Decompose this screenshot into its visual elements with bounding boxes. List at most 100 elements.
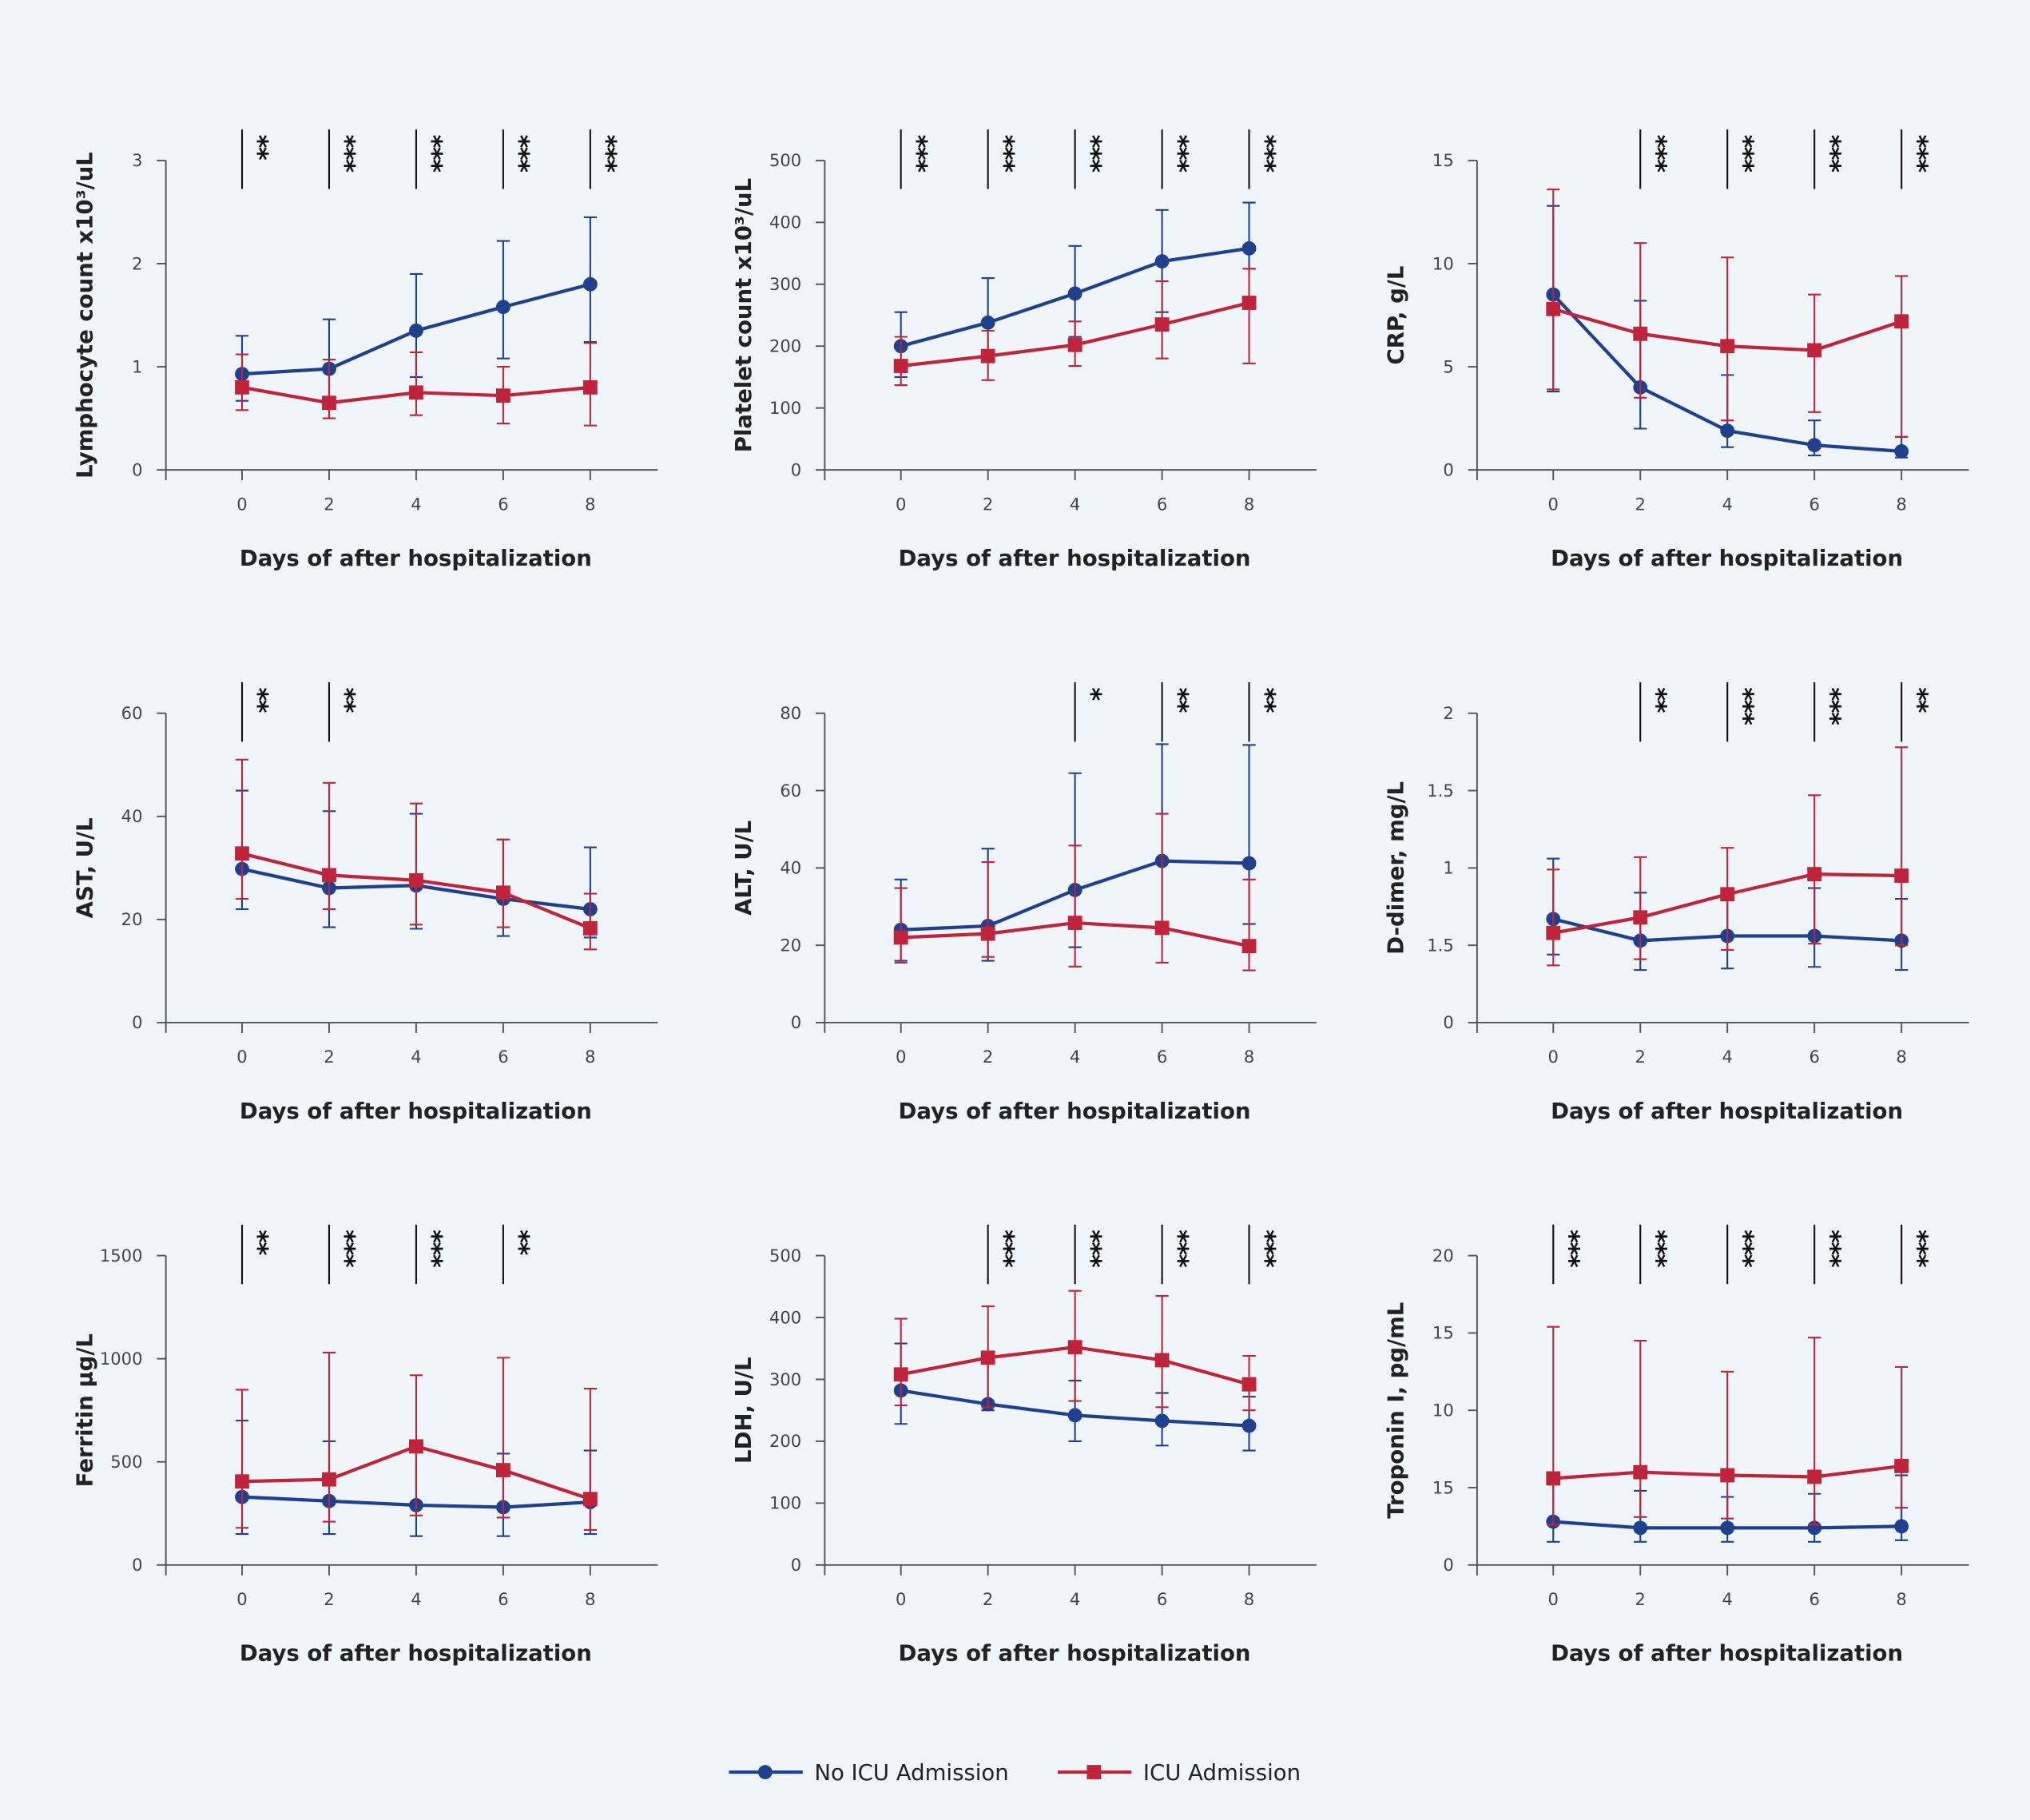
panel: 0 100 200 300 400 500 0 2 4 6 8 Days of after hospi… [731,129,1317,571]
y-tick-label: 20 [780,935,801,955]
y-tick-label: 200 [769,1431,801,1451]
error-bar [1155,1294,1169,1409]
marker [235,846,249,861]
x-tick-label: 2 [1635,1589,1646,1609]
significance-stars: *** [331,1230,361,1268]
marker [1720,887,1735,902]
x-tick-label: 0 [236,1589,247,1609]
x-tick-label: 6 [1809,1047,1819,1067]
x-axis-label: Days of after hospitalization [899,1099,1251,1124]
marker [1807,343,1822,358]
x-tick-label: 0 [1548,1047,1559,1067]
significance-stars: *** [1076,135,1106,173]
marker [980,315,995,330]
significance-stars: ** [1642,687,1672,713]
marker [495,1463,510,1477]
marker [1154,254,1170,269]
marker [1154,1413,1170,1429]
significance-stars: *** [1642,135,1672,173]
error-bar [1721,1370,1734,1520]
marker [1807,867,1822,881]
y-tick-label: 1 [132,356,142,376]
error-bar [894,887,908,964]
marker [1241,856,1257,871]
marker [1720,1520,1735,1536]
marker [1546,301,1561,316]
y-tick-label: 100 [769,1493,801,1513]
y-axis-label: Ferritin μg/L [72,1333,97,1487]
x-tick-label: 0 [896,1589,906,1609]
x-tick-label: 6 [498,1589,508,1609]
y-tick-label: 1.5 [1427,781,1453,801]
x-tick-label: 2 [324,494,334,514]
marker [1720,1468,1735,1483]
marker [1894,1458,1909,1473]
marker [1633,1464,1648,1480]
marker [322,1472,336,1487]
x-tick-label: 2 [1635,494,1646,514]
error-bar [981,861,995,958]
x-tick-label: 8 [1896,1589,1906,1609]
error-bar [409,351,423,416]
x-tick-label: 8 [1244,1047,1254,1067]
significance-stars: *** [1816,135,1846,173]
x-tick-label: 2 [324,1589,334,1609]
marker [495,300,510,315]
y-tick-label: 80 [780,703,801,723]
error-bar [1634,242,1647,399]
significance-stars: *** [902,135,932,173]
marker [1894,314,1909,329]
y-tick-label: 400 [769,213,801,232]
marker [1067,916,1083,930]
x-tick-label: 6 [1157,494,1167,514]
marker [1894,1519,1909,1534]
significance-stars: *** [1903,1230,1933,1268]
x-tick-label: 8 [1244,494,1254,514]
x-tick-label: 0 [236,494,247,514]
y-axis-label: AST, U/L [72,817,97,918]
legend-marker [757,1765,773,1779]
significance-stars: *** [1729,135,1759,173]
marker [582,920,598,936]
y-axis-label: ALT, U/L [731,821,757,916]
significance-stars: *** [989,135,1019,173]
significance-stars: *** [418,1230,448,1268]
error-bar [894,1317,908,1407]
legend-marker [1087,1765,1102,1779]
y-tick-label: 15 [1432,150,1454,170]
error-bar [235,1389,249,1529]
y-axis-label: Troponin I, pg/mL [1384,1302,1409,1519]
y-tick-label: 100 [769,398,801,418]
x-axis-label: Days of after hospitalization [1551,1641,1903,1667]
significance-stars: ** [244,1230,274,1255]
marker [1546,1471,1561,1486]
marker [322,395,336,411]
x-tick-label: 6 [1809,494,1819,514]
y-tick-label: 20 [121,909,143,929]
error-bar [235,758,249,900]
y-tick-label: 10 [1432,253,1454,273]
marker [893,930,908,945]
significance-stars: *** [1076,1230,1106,1268]
y-tick-label: 0 [1443,1555,1453,1575]
error-bar [409,802,423,926]
x-tick-label: 6 [1157,1589,1167,1609]
marker [980,348,995,364]
significance-stars: *** [1250,135,1281,173]
error-bar [1895,746,1909,947]
x-tick-label: 0 [236,1047,247,1067]
error-bar [1634,856,1647,960]
significance-stars: *** [1163,1230,1194,1268]
error-bar [1547,188,1560,391]
x-axis-label: Days of after hospitalization [1551,546,1903,571]
x-tick-label: 4 [1722,1047,1732,1067]
panel: 0 20 40 60 0 2 4 6 8 Days of after hospitalizatio… [72,682,658,1124]
x-tick-label: 6 [498,1047,508,1067]
error-bar [322,1351,336,1523]
x-tick-label: 2 [324,1047,334,1067]
marker [1720,423,1735,438]
marker [1633,910,1648,925]
significance-stars: ** [1250,687,1281,713]
y-tick-label: 3 [132,150,142,170]
